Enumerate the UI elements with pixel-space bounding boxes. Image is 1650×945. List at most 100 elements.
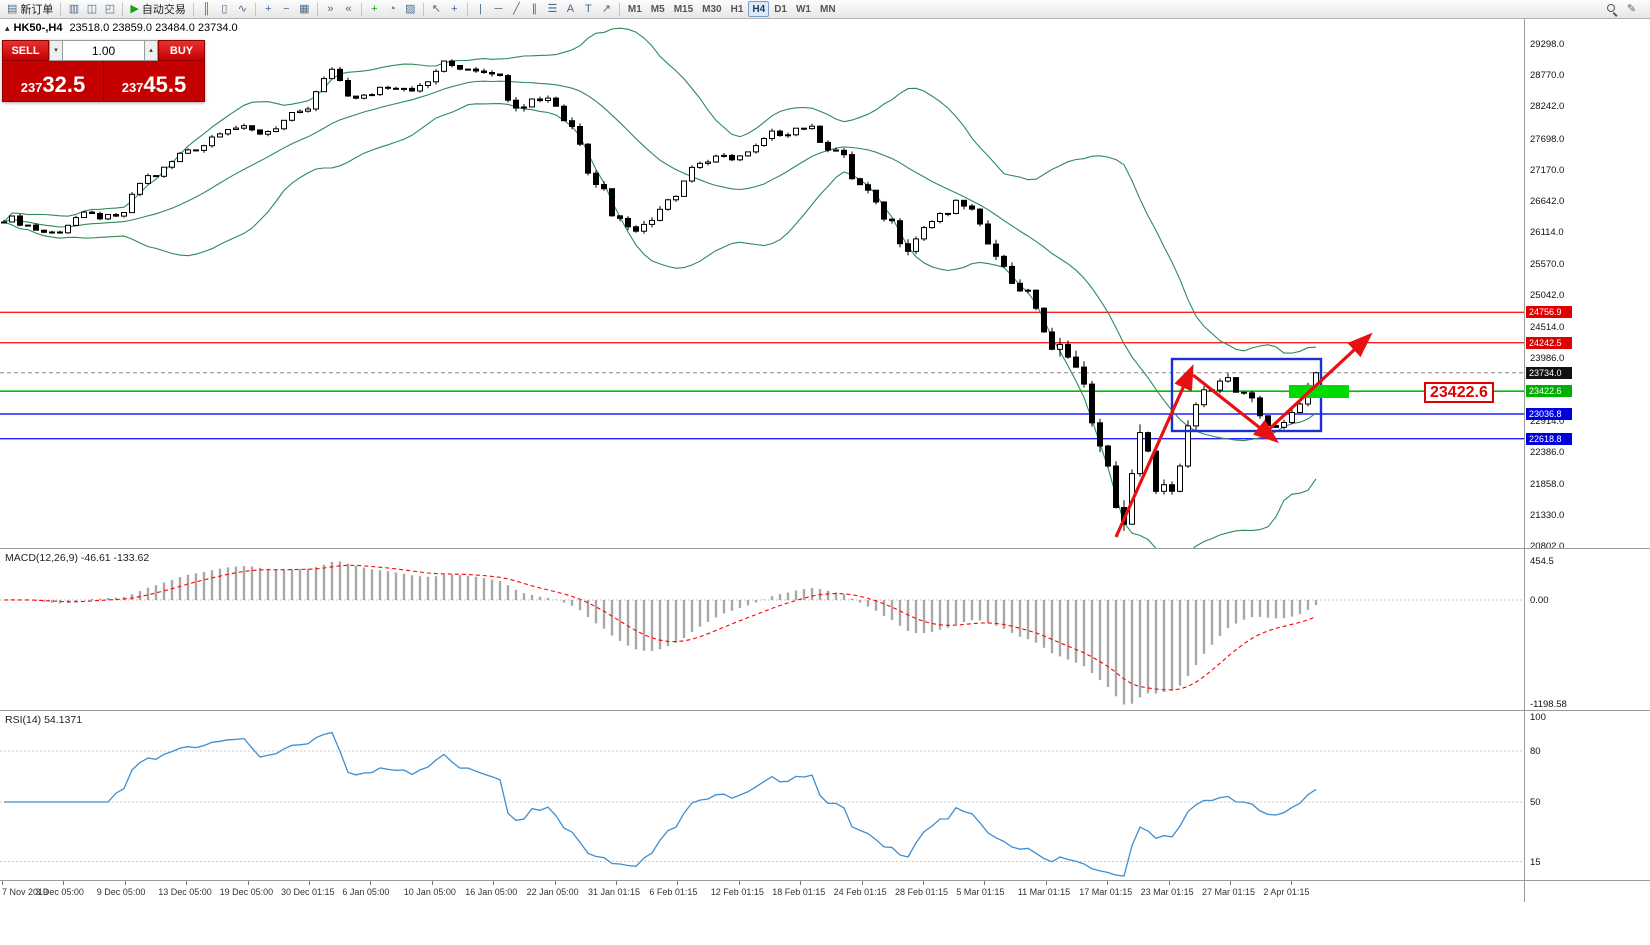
- profiles-icon[interactable]: ◫: [83, 1, 100, 17]
- price-tick: 21858.0: [1530, 478, 1565, 490]
- macd-chart[interactable]: [0, 549, 1650, 710]
- macd-signal-line: [3, 564, 1317, 691]
- time-label: 16 Jan 05:00: [465, 887, 518, 897]
- trendline-icon[interactable]: ╱: [508, 1, 525, 17]
- buy-price-digits: 237: [121, 80, 144, 96]
- search-icon-glyph: [1606, 3, 1618, 15]
- volume-increase-button[interactable]: ▴: [144, 40, 158, 61]
- fibonacci-icon[interactable]: ☰: [544, 1, 561, 17]
- rsi-label: RSI(14) 54.1371: [5, 714, 83, 726]
- time-scale[interactable]: 7 Nov 2019 3 Dec 05:00 9 Dec 05:00 13 Dec 0…: [0, 880, 1650, 902]
- macd-panel[interactable]: MACD(12,26,9) -46.61 -133.62 454.5 0.00 -1…: [0, 548, 1650, 710]
- tile-windows-icon[interactable]: ▦: [296, 1, 313, 17]
- time-label: 3 Dec 05:00: [35, 887, 84, 897]
- charts-icon-glyph: ▥: [68, 2, 80, 15]
- tf-mn[interactable]: MN: [816, 1, 840, 17]
- add-indicator-icon[interactable]: +: [366, 1, 383, 17]
- add-indicator-icon-glyph: +: [371, 2, 378, 15]
- time-tick: [370, 881, 372, 885]
- chart-ohlc: ▴ HK50-,H4 23518.0 23859.0 23484.0 23734.0: [5, 22, 238, 34]
- rsi-scale[interactable]: 100 80 50 15: [1524, 711, 1650, 880]
- sell-button[interactable]: SELL: [2, 40, 49, 61]
- toolbar-separator: [60, 2, 62, 16]
- price-scale[interactable]: 29298.0 28770.0 28242.0 27698.0 27170.0 26642…: [1524, 19, 1650, 552]
- price-callout-label[interactable]: 23422.6: [1424, 382, 1494, 403]
- rsi-panel[interactable]: RSI(14) 54.1371 100 80 50 15: [0, 710, 1650, 880]
- arrows-icon[interactable]: ↗: [598, 1, 615, 17]
- vertical-line-icon-glyph: |: [478, 2, 482, 15]
- chart-shift-icon[interactable]: «: [340, 1, 357, 17]
- edit-icon-glyph: ✎: [1626, 2, 1637, 15]
- time-label: 2 Apr 01:15: [1263, 887, 1310, 897]
- buy-button[interactable]: BUY: [158, 40, 205, 61]
- chart-shift-icon-glyph: «: [345, 2, 352, 15]
- auto-scroll-icon[interactable]: »: [322, 1, 339, 17]
- new-order-button[interactable]: ▤ 新订单: [4, 1, 56, 17]
- zoom-in-icon[interactable]: +: [260, 1, 277, 17]
- data-window-icon[interactable]: ◰: [101, 1, 118, 17]
- toolbar-right-group: ✎: [1603, 1, 1646, 17]
- vertical-line-icon[interactable]: |: [472, 1, 489, 17]
- candle-series: [1, 27, 1319, 548]
- trend-arrow-2[interactable]: [1192, 373, 1280, 443]
- channel-icon[interactable]: ∥: [526, 1, 543, 17]
- auto-trading-button-glyph: ▶: [130, 2, 139, 15]
- toolbar: ▤ 新订单 ▥ ◫ ◰ ▶ 自动交易 ║ ▯ ∿ + − ▦» «+ ◔ ▨ ↖ + | ─ ╱ ∥ ☰ A T ↗ M1 M5 M15…: [0, 0, 1650, 19]
- tf-h4[interactable]: H4: [748, 1, 770, 17]
- rsi-tick: 80: [1530, 746, 1541, 757]
- trend-arrow-1[interactable]: [1114, 364, 1194, 538]
- edit-icon[interactable]: ✎: [1623, 1, 1640, 17]
- cursor-icon[interactable]: ↖: [428, 1, 445, 17]
- tf-m30[interactable]: M30: [698, 1, 725, 17]
- tf-d1[interactable]: D1: [770, 1, 791, 17]
- time-label: 27 Mar 01:15: [1202, 887, 1256, 897]
- price-tick: 20802.0: [1530, 540, 1565, 552]
- label-icon[interactable]: T: [580, 1, 597, 17]
- tf-m15[interactable]: M15: [670, 1, 697, 17]
- tf-h1[interactable]: H1: [727, 1, 748, 17]
- time-tick: [738, 881, 740, 885]
- time-label: 17 Mar 01:15: [1079, 887, 1133, 897]
- templates-icon[interactable]: ▨: [402, 1, 419, 17]
- buy-price-digits: 45: [143, 72, 168, 97]
- zoom-out-icon[interactable]: −: [278, 1, 295, 17]
- macd-scale[interactable]: 454.5 0.00 -1198.58: [1524, 549, 1650, 710]
- text-icon[interactable]: A: [562, 1, 579, 17]
- price-tick: 28242.0: [1530, 101, 1565, 113]
- rsi-chart[interactable]: [0, 711, 1650, 880]
- periods-icon[interactable]: ◔: [384, 1, 401, 17]
- fibonacci-icon-glyph: ☰: [547, 2, 558, 15]
- horizontal-line-icon-glyph: ─: [494, 2, 503, 15]
- charts-icon[interactable]: ▥: [65, 1, 82, 17]
- time-label: 28 Feb 01:15: [895, 887, 949, 897]
- volume-decrease-button[interactable]: ▾: [49, 40, 63, 61]
- toolbar-separator: [122, 2, 124, 16]
- crosshair-icon[interactable]: +: [446, 1, 463, 17]
- toolbar-separator: [360, 2, 362, 16]
- tf-m5[interactable]: M5: [647, 1, 669, 17]
- volume-input[interactable]: [63, 40, 144, 61]
- toolbar-separator: [254, 2, 256, 16]
- tf-m1[interactable]: M1: [624, 1, 646, 17]
- auto-scroll-icon-glyph: »: [327, 2, 334, 15]
- trend-arrow-3[interactable]: [1264, 332, 1373, 434]
- line-chart-icon[interactable]: ∿: [234, 1, 251, 17]
- bar-chart-icon[interactable]: ║: [198, 1, 215, 17]
- auto-trading-button[interactable]: ▶ 自动交易: [127, 1, 188, 17]
- time-tick: [124, 881, 126, 885]
- channel-icon-glyph: ∥: [531, 2, 538, 15]
- tf-w1[interactable]: W1: [792, 1, 815, 17]
- horizontal-line-icon[interactable]: ─: [490, 1, 507, 17]
- collapse-trade-panel-icon[interactable]: ▴: [5, 23, 10, 33]
- main-chart-panel[interactable]: ▴ HK50-,H4 23518.0 23859.0 23484.0 23734.0…: [0, 19, 1650, 552]
- entry-zone-highlight[interactable]: [1289, 385, 1349, 398]
- main-chart[interactable]: [0, 19, 1650, 548]
- chart-annotations: [1114, 332, 1373, 538]
- candlestick-chart-icon[interactable]: ▯: [216, 1, 233, 17]
- tile-windows-icon-glyph: ▦: [299, 2, 310, 15]
- time-tick: [923, 881, 924, 885]
- tf-m1-label: M1: [627, 3, 642, 15]
- tf-m30-label: M30: [702, 3, 722, 15]
- search-icon[interactable]: [1603, 1, 1621, 17]
- text-icon-glyph: A: [566, 2, 575, 15]
